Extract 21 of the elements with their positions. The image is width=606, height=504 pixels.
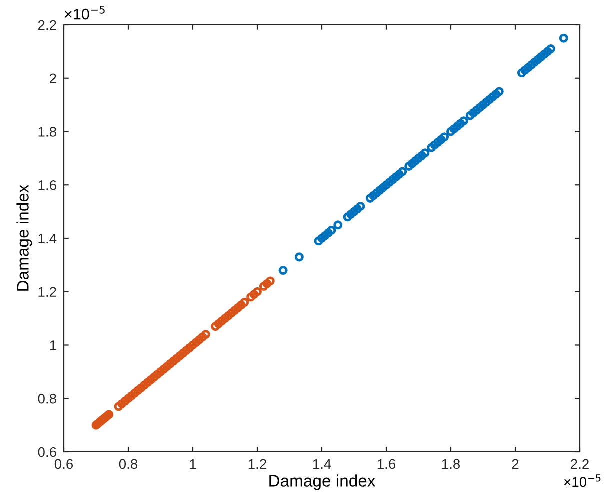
y-tick-label: 1.2 [38, 287, 56, 297]
y-axis-title: Damage index [16, 184, 32, 291]
y-tick-label: 1.4 [38, 234, 57, 244]
y-tick-label: 1.8 [38, 127, 56, 137]
text: ×10$^{−5}$ [564, 474, 601, 488]
y-tick-label: 1.6 [38, 180, 56, 190]
x-tick-label: 1.2 [248, 459, 266, 470]
x-tick-label: 2 [512, 459, 519, 470]
text: ×10$^{−5}$ [65, 6, 105, 20]
x-tick-label: 1.4 [313, 459, 332, 470]
x-tick-label: 2.2 [571, 459, 589, 470]
y-tick-label: 2.2 [38, 20, 56, 30]
x-tick-label: 1.6 [378, 459, 396, 470]
y-tick-label: 0.8 [38, 394, 56, 404]
y-tick-label: 0.6 [38, 447, 56, 458]
x-axis-title: Damage index [270, 474, 376, 490]
x-tick-label: 0.8 [119, 459, 138, 470]
x-tick-label: 1 [190, 459, 196, 470]
y-tick-label: 1 [50, 340, 56, 350]
y-tick-label: 2 [50, 74, 56, 84]
x-tick-label: 1.8 [442, 459, 460, 470]
